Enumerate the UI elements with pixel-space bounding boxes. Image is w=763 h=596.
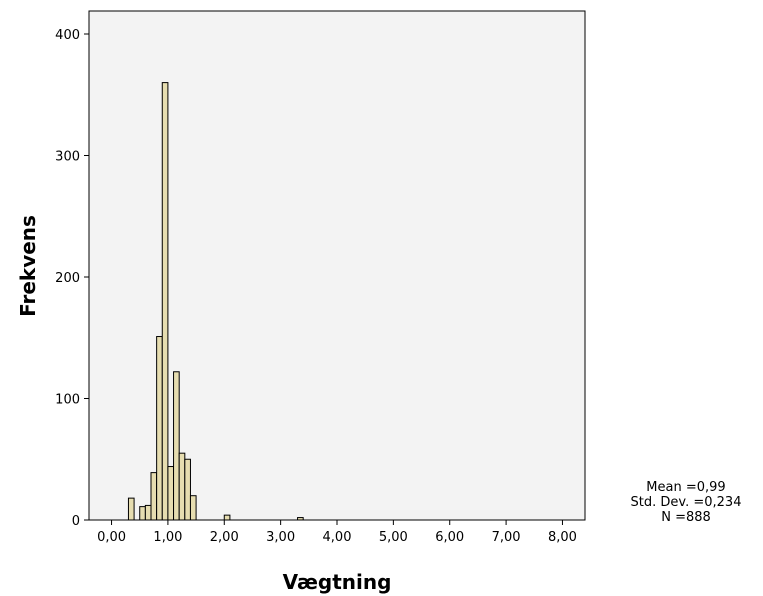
- y-tick-label: 300: [55, 150, 80, 165]
- x-tick-label: 5,00: [379, 530, 408, 545]
- histogram-bars: [127, 82, 304, 521]
- x-tick-label: 3,00: [266, 530, 295, 545]
- x-tick-label: 0,00: [97, 530, 126, 545]
- x-axis: 0,00 1,00 2,00 3,00 4,00 5,00 6,00 7,00 8,00: [97, 520, 577, 545]
- histogram-bar: [189, 495, 197, 521]
- x-tick-label: 1,00: [153, 530, 182, 545]
- y-axis-title: Frekvens: [16, 215, 40, 317]
- histogram-bar: [184, 458, 191, 521]
- x-tick-label: 7,00: [492, 530, 521, 545]
- stat-std-dev: Std. Dev. =0,234: [631, 495, 742, 510]
- y-tick-label: 200: [55, 271, 80, 286]
- y-tick-label: 400: [55, 28, 80, 43]
- stat-n: N =888: [661, 510, 711, 525]
- histogram-bar: [167, 466, 175, 521]
- x-tick-label: 2,00: [210, 530, 239, 545]
- x-tick-label: 8,00: [548, 530, 577, 545]
- histogram-bar: [173, 371, 180, 521]
- x-tick-label: 4,00: [323, 530, 352, 545]
- y-tick-label: 100: [55, 393, 80, 408]
- histogram-bar: [223, 514, 231, 521]
- histogram-bar: [156, 336, 163, 521]
- plot-background: [88, 10, 586, 521]
- statistics-box: Mean =0,99 Std. Dev. =0,234 N =888: [631, 480, 742, 525]
- y-tick-label: 0: [72, 514, 80, 529]
- histogram-bar: [178, 452, 186, 521]
- x-axis-title: Vægtning: [283, 570, 392, 594]
- histogram-bar: [127, 497, 135, 521]
- histogram-bar: [161, 82, 169, 521]
- histogram-bar: [144, 504, 152, 521]
- histogram-bar: [150, 472, 158, 521]
- stat-mean: Mean =0,99: [646, 480, 725, 495]
- y-axis: 0 100 200 300 400: [55, 28, 89, 529]
- histogram-bar: [139, 506, 146, 521]
- x-tick-label: 6,00: [435, 530, 464, 545]
- histogram-bar: [297, 517, 304, 521]
